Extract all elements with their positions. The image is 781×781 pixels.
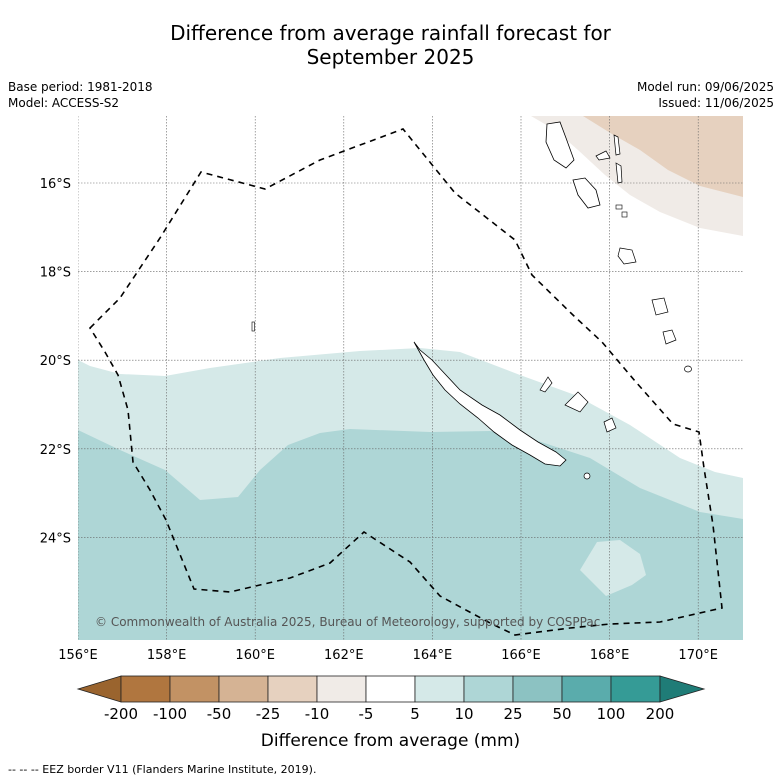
island-lifou xyxy=(564,391,589,413)
colorbar-bin xyxy=(414,675,465,703)
longitude-label: 168°E xyxy=(590,648,630,663)
island-malekula xyxy=(572,177,601,209)
copyright-notice: © Commonwealth of Australia 2025, Bureau… xyxy=(95,615,600,629)
colorbar-bin xyxy=(365,675,416,703)
base-period: Base period: 1981-2018 xyxy=(8,80,153,94)
latitude-label: 20°S xyxy=(40,354,71,369)
colorbar-tick-label: -5 xyxy=(358,705,374,723)
colorbar-tick-label: 200 xyxy=(645,705,675,723)
colorbar-extend-low xyxy=(76,675,122,703)
colorbar-tick-label: 5 xyxy=(410,705,420,723)
colorbar-bin xyxy=(169,675,220,703)
island-mare xyxy=(603,417,617,433)
colorbar-tick-label: 50 xyxy=(552,705,572,723)
island-small-2 xyxy=(615,204,623,210)
colorbar-extend-high xyxy=(659,675,706,703)
colorbar-tick-label: -25 xyxy=(255,705,281,723)
eez-border xyxy=(88,128,723,636)
longitude-label: 164°E xyxy=(413,648,453,663)
colorbar-bin xyxy=(561,675,612,703)
longitude-label: 162°E xyxy=(324,648,364,663)
colorbar-bin xyxy=(316,675,367,703)
colorbar-tick-label: -200 xyxy=(103,705,139,723)
island-aneityum xyxy=(684,365,692,373)
island-pentecost xyxy=(615,162,623,184)
colorbar-title: Difference from average (mm) xyxy=(260,731,521,751)
colorbar-bin xyxy=(120,675,171,703)
longitude-label: 160°E xyxy=(235,648,275,663)
map-title-line1: Difference from average rainfall forecas… xyxy=(170,21,611,45)
colorbar-tick-label: -10 xyxy=(304,705,330,723)
island-small-1 xyxy=(251,321,255,332)
colorbar-bin xyxy=(218,675,269,703)
colorbar-tick-label: 100 xyxy=(596,705,626,723)
island-efate xyxy=(617,247,637,265)
longitude-label: 170°E xyxy=(678,648,718,663)
island-erromango xyxy=(651,297,669,316)
island-espiritu-santo xyxy=(545,121,575,169)
anomaly-zone-10-25 xyxy=(78,429,743,640)
model-run: Model run: 09/06/2025 xyxy=(636,80,774,94)
latitude-labels: 16°S 18°S 20°S 22°S 24°S xyxy=(40,177,71,546)
graticule xyxy=(78,116,743,640)
colorbar-tick-label: 25 xyxy=(503,705,523,723)
island-pines xyxy=(583,472,591,480)
island-small-3 xyxy=(621,211,628,218)
latitude-label: 24°S xyxy=(40,531,71,546)
latitude-label: 18°S xyxy=(40,266,71,281)
anomaly-zone-5-10-island xyxy=(580,540,646,596)
island-tanna xyxy=(662,329,677,345)
colorbar-tick-label: -100 xyxy=(152,705,188,723)
island-ambae xyxy=(595,150,611,161)
issued-date: Issued: 11/06/2025 xyxy=(658,96,774,110)
eez-footnote: -- -- -- EEZ border V11 (Flanders Marine… xyxy=(8,763,317,776)
model-name: Model: ACCESS-S2 xyxy=(8,96,120,110)
island-maewo xyxy=(613,134,621,156)
colorbar-tick-label: 10 xyxy=(454,705,474,723)
longitude-label: 166°E xyxy=(501,648,541,663)
colorbar-tick-label: -50 xyxy=(206,705,232,723)
latitude-label: 16°S xyxy=(40,177,71,192)
new-caledonia-outline xyxy=(413,341,567,467)
colorbar-bin xyxy=(463,675,514,703)
longitude-label: 156°E xyxy=(58,648,98,663)
colorbar xyxy=(76,675,706,703)
colorbar-bin xyxy=(267,675,318,703)
longitude-labels: 156°E 158°E 160°E 162°E 164°E 166°E 168°E 170°E xyxy=(58,648,718,663)
anomaly-zone-minus10 xyxy=(583,116,743,197)
map-title-line2: September 2025 xyxy=(306,45,475,69)
island-ouvea xyxy=(539,376,553,393)
latitude-label: 22°S xyxy=(40,443,71,458)
longitude-label: 158°E xyxy=(147,648,187,663)
colorbar-bin xyxy=(610,675,661,703)
colorbar-bin xyxy=(512,675,563,703)
